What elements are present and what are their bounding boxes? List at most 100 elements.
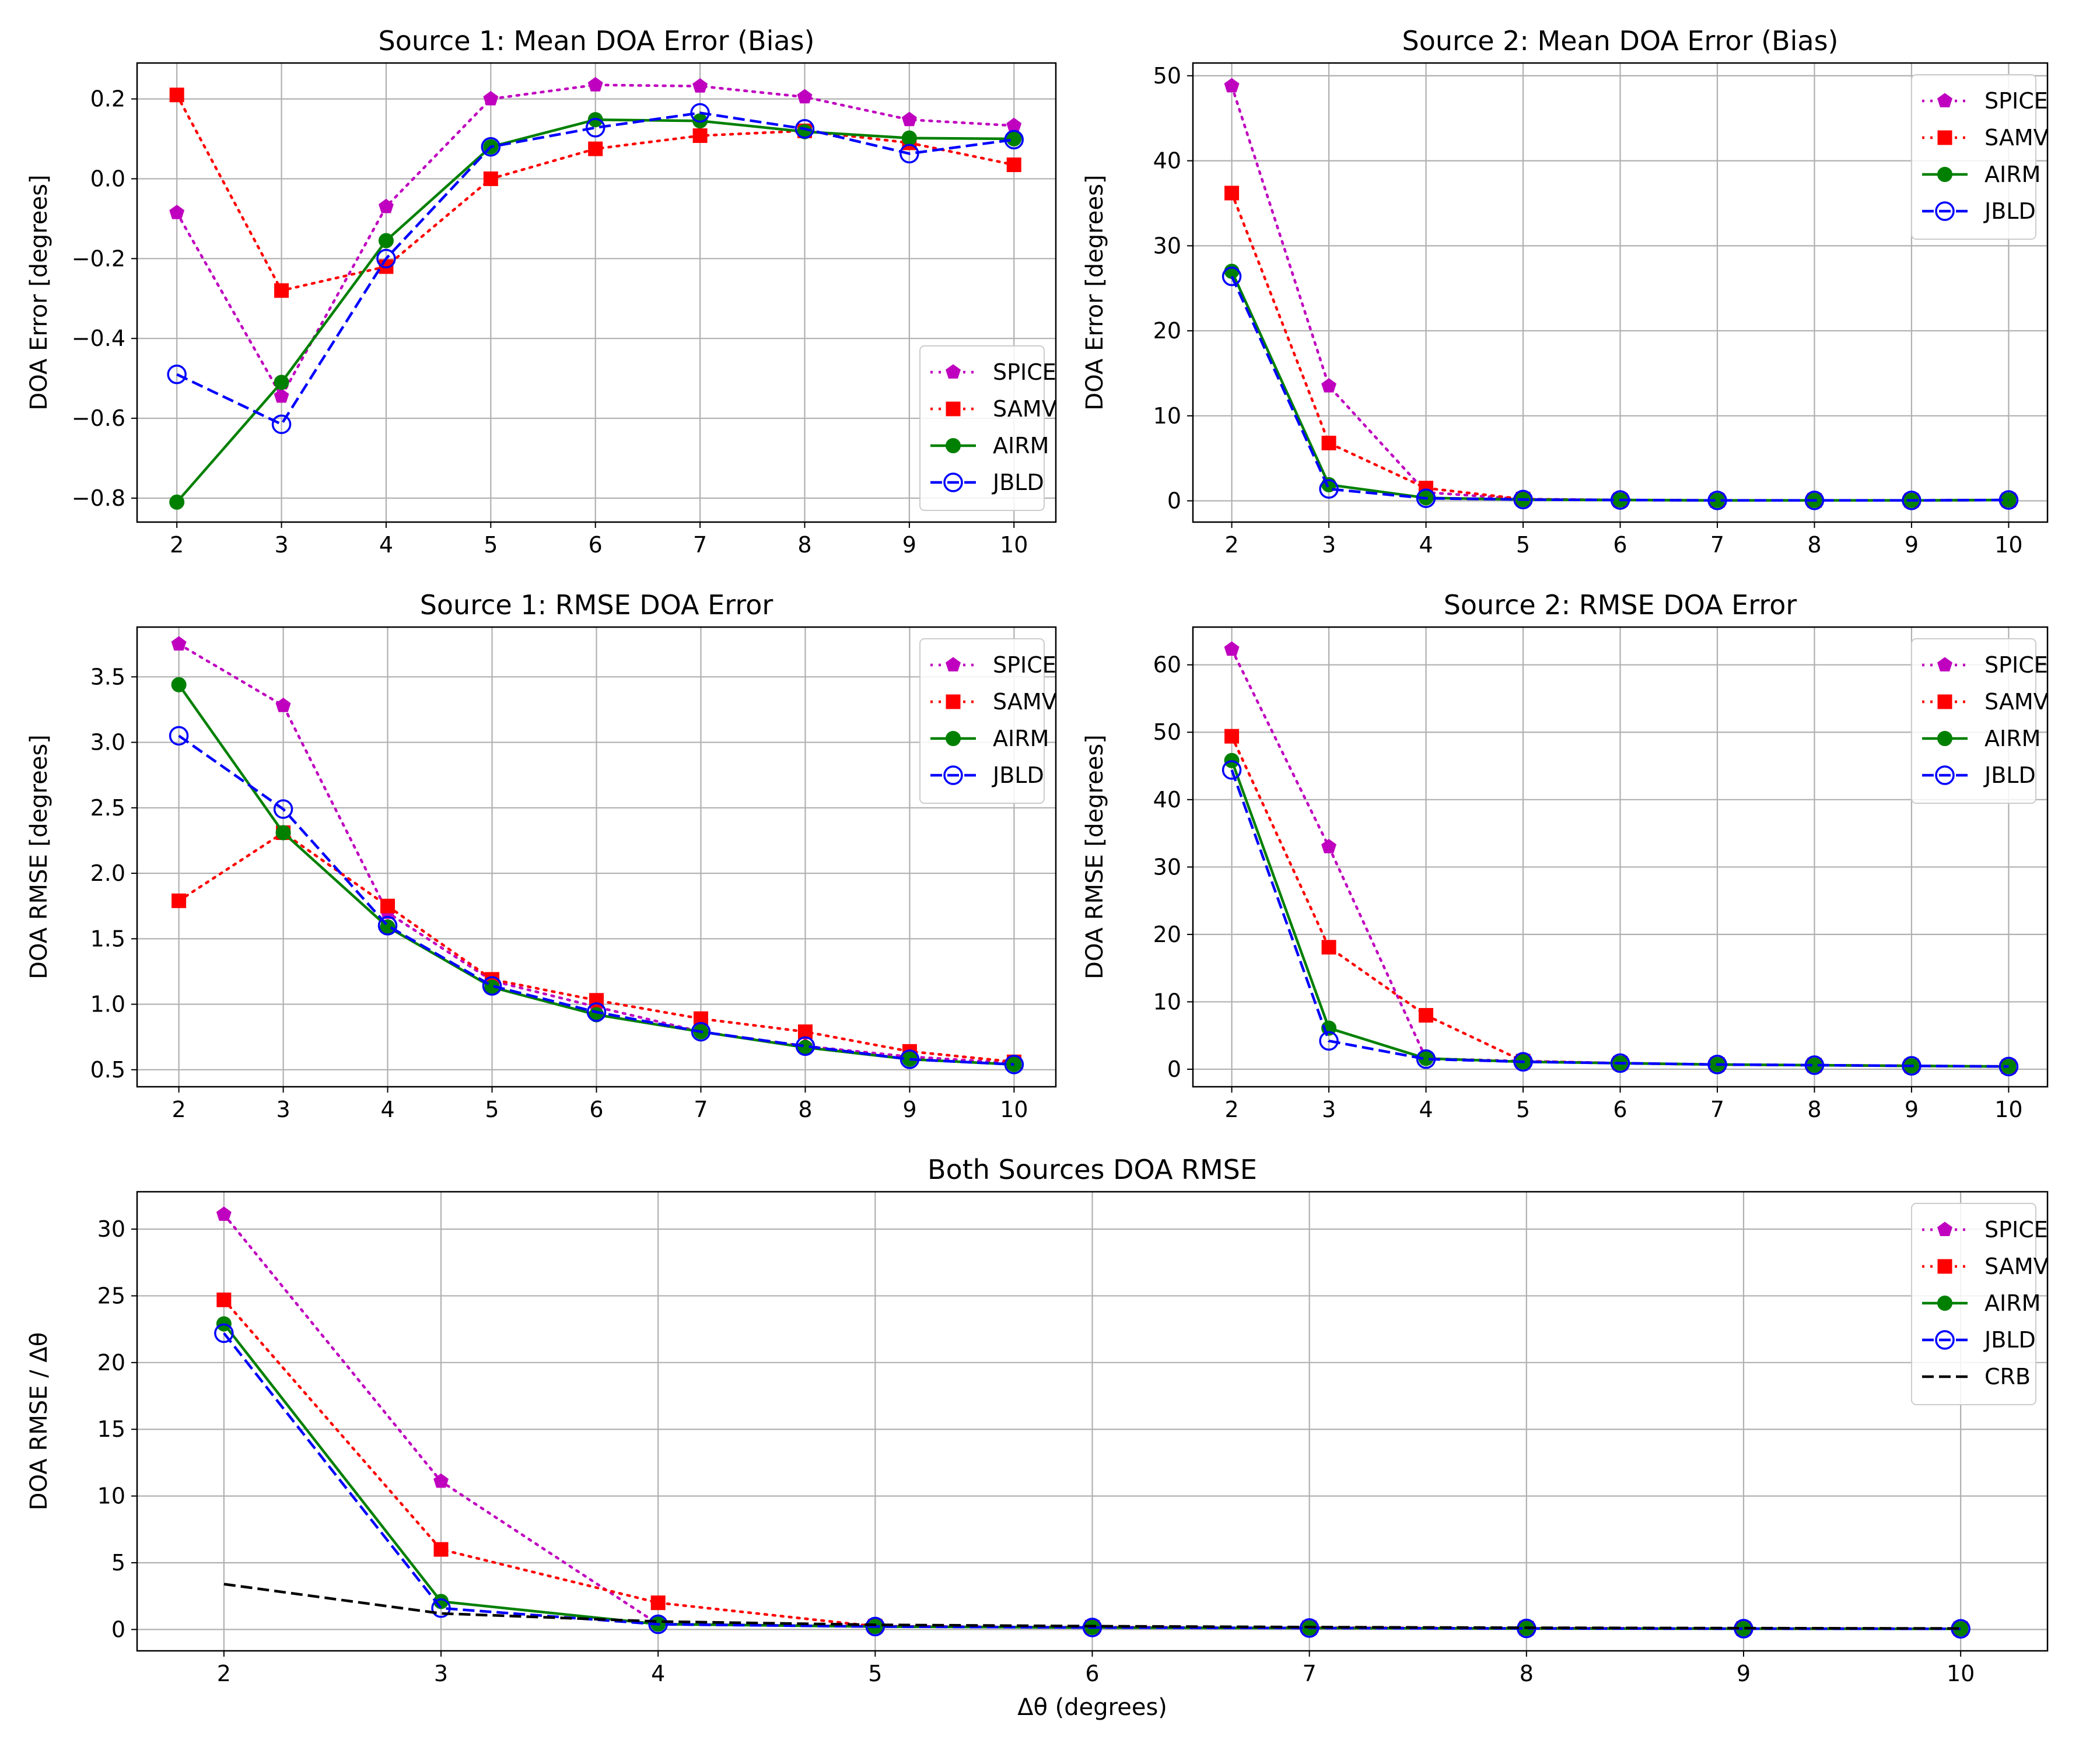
legend-label-airm: AIRM — [1985, 1290, 2041, 1316]
series-line-jbld — [178, 734, 1014, 1066]
data-point-jbld — [586, 1002, 607, 1022]
legend-label-airm: AIRM — [993, 726, 1049, 751]
data-point-jbld — [169, 726, 189, 746]
y-tick-label: 0 — [1167, 1056, 1181, 1082]
data-point-jbld — [795, 1036, 816, 1056]
x-tick-label: 6 — [589, 532, 603, 558]
y-axis-label: DOA RMSE [degrees] — [1082, 734, 1108, 979]
y-tick-label: 15 — [97, 1416, 125, 1442]
x-tick-label: 4 — [380, 1097, 394, 1122]
y-tick-label: 5 — [111, 1550, 125, 1576]
data-point-spice — [1224, 78, 1240, 93]
x-tick-label: 7 — [1710, 1097, 1724, 1122]
series-line-samv — [177, 831, 1016, 1063]
legend-box — [1911, 1203, 2036, 1405]
data-point-spice — [797, 89, 813, 104]
legend: SPICE SAMV AIRM JBLD — [919, 345, 1057, 511]
data-point-jbld — [167, 365, 187, 384]
y-tick-label: 0.0 — [90, 166, 125, 191]
x-tick-label: 3 — [434, 1661, 448, 1686]
legend-marker-airm — [1937, 1296, 1952, 1311]
axes-frame — [136, 626, 1057, 1088]
y-tick-label: 20 — [1153, 922, 1181, 947]
legend-label-spice: SPICE — [1985, 88, 2048, 114]
legend-marker-samv — [946, 401, 961, 416]
chart-title: Source 1: Mean DOA Error (Bias) — [379, 25, 815, 57]
legend-marker-jbld — [1935, 1330, 1955, 1350]
legend-marker-samv — [1937, 130, 1952, 145]
legend-entry-spice: SPICE — [1922, 652, 2048, 678]
legend: SPICE SAMV AIRM JBLD CRB — [1911, 1203, 2049, 1405]
series-line-jbld — [1230, 769, 2009, 1068]
data-point-spice — [1321, 839, 1336, 853]
plot-area — [1222, 641, 2019, 1077]
data-point-samv — [169, 88, 184, 103]
data-point-jbld — [1222, 760, 1242, 780]
legend-marker-samv — [1937, 1259, 1952, 1274]
x-tick-label: 2 — [170, 532, 184, 558]
data-point-samv — [483, 171, 498, 186]
y-tick-label: 20 — [97, 1350, 125, 1376]
legend-entry-samv: SAMV — [930, 689, 1057, 715]
series-line-spice — [175, 83, 1016, 400]
data-point-jbld — [482, 976, 502, 996]
x-tick-label: 4 — [1419, 1097, 1433, 1122]
series-line-crb — [223, 1583, 1961, 1630]
data-point-samv — [1006, 158, 1021, 173]
x-tick-label: 9 — [902, 532, 916, 558]
series-jbld — [1222, 760, 2019, 1077]
y-tick-label: 30 — [1153, 854, 1181, 880]
legend-marker-spice — [1937, 1222, 1952, 1236]
x-axis-label: Δθ (degrees) — [1017, 1694, 1167, 1721]
chart-panel-5: 2 3 4 5 6 7 8 9 10 0 5 10 15 20 25 30 Both Sources DOA R… — [26, 1154, 2049, 1721]
x-tick-label: 9 — [1905, 1097, 1919, 1122]
y-tick-label: 30 — [97, 1216, 125, 1242]
data-point-samv — [380, 898, 396, 914]
x-tick-label: 2 — [217, 1661, 231, 1686]
x-tick-label: 3 — [274, 532, 288, 558]
y-tick-label: 50 — [1153, 63, 1181, 89]
plot-area — [214, 1206, 1971, 1639]
legend-box — [919, 638, 1045, 804]
data-point-airm — [275, 825, 291, 841]
x-tick-label: 8 — [1520, 1661, 1534, 1686]
legend: SPICE SAMV AIRM JBLD — [1911, 638, 2049, 804]
data-point-jbld — [271, 414, 292, 435]
legend-marker-spice — [1937, 657, 1952, 671]
legend-entry-samv: SAMV — [1922, 125, 2049, 150]
x-tick-label: 3 — [276, 1097, 290, 1122]
data-point-jbld — [214, 1323, 234, 1343]
data-point-spice — [1321, 378, 1336, 393]
x-tick-label: 8 — [798, 1097, 812, 1122]
data-point-jbld — [1999, 1056, 2019, 1077]
data-point-spice — [171, 636, 187, 651]
data-point-samv — [692, 128, 708, 144]
legend-label-samv: SAMV — [1985, 125, 2049, 150]
y-tick-label: 0 — [1167, 488, 1181, 514]
data-point-jbld — [1804, 491, 1825, 510]
data-point-jbld — [1902, 491, 1922, 510]
x-tick-label: 2 — [1224, 532, 1238, 558]
data-point-spice — [587, 76, 603, 92]
legend-label-spice: SPICE — [1985, 652, 2048, 678]
data-point-jbld — [1610, 1053, 1630, 1073]
y-tick-label: 50 — [1153, 719, 1181, 745]
data-point-samv — [1224, 186, 1240, 201]
series-crb — [223, 1583, 1961, 1630]
data-point-spice — [274, 388, 289, 403]
legend-entry-jbld: JBLD — [1922, 198, 2036, 224]
y-tick-label: 10 — [1153, 403, 1181, 429]
y-tick-label: −0.8 — [72, 485, 125, 511]
x-tick-label: 2 — [1224, 1097, 1238, 1122]
legend-marker-airm — [946, 731, 961, 746]
data-point-jbld — [481, 136, 501, 157]
x-tick-label: 10 — [1000, 532, 1028, 558]
x-tick-label: 3 — [1322, 532, 1336, 558]
x-tick-label: 7 — [694, 1097, 708, 1122]
data-point-jbld — [1416, 488, 1436, 508]
data-point-spice — [169, 204, 185, 219]
legend-label-samv: SAMV — [993, 689, 1057, 715]
legend-entry-airm: AIRM — [930, 726, 1049, 751]
series-line-spice — [177, 642, 1016, 1065]
data-point-jbld — [273, 799, 293, 819]
